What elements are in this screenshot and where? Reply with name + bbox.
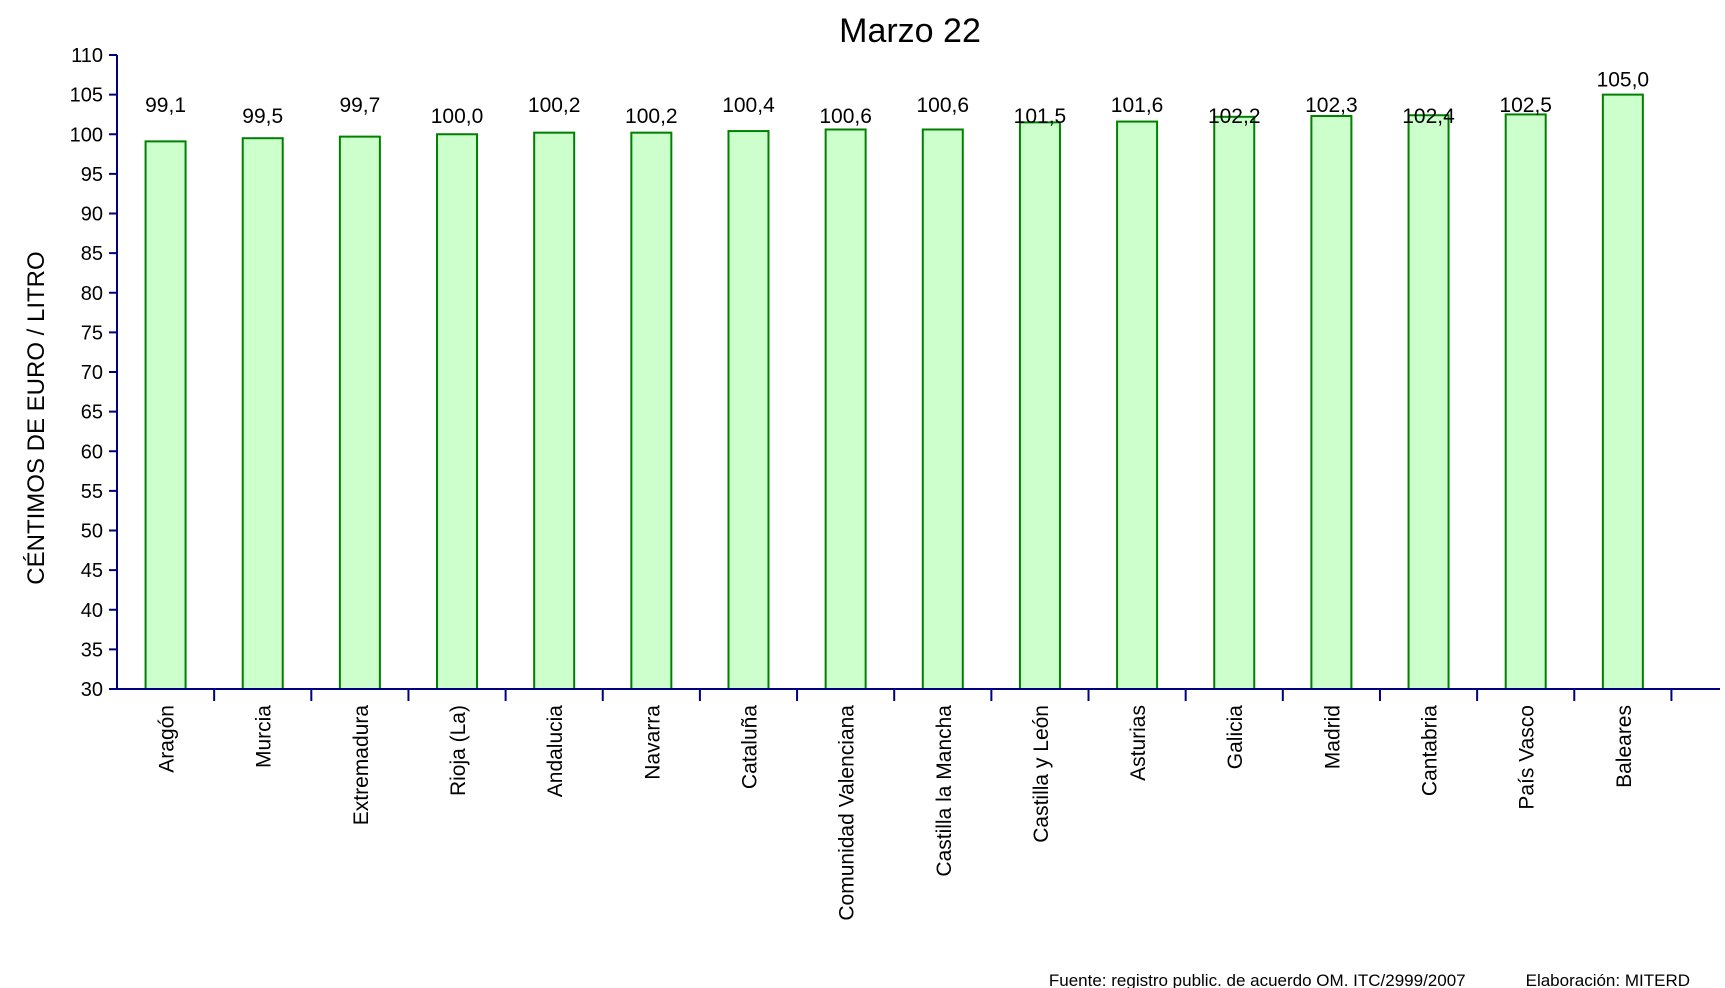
y-tick-label: 100	[70, 124, 103, 146]
data-label: 102,3	[1305, 94, 1358, 117]
bar	[144, 140, 187, 690]
y-tick-label: 30	[81, 679, 103, 701]
data-label: 105,0	[1597, 69, 1650, 92]
y-tick-label: 55	[81, 481, 103, 503]
y-tick-label: 75	[81, 322, 103, 344]
y-tick-label: 60	[81, 441, 103, 463]
bar	[1116, 120, 1159, 690]
y-tick-label: 105	[70, 85, 103, 107]
data-label: 101,6	[1111, 94, 1164, 117]
x-category-label: Navarra	[641, 705, 664, 780]
footer-source: Fuente: registro public. de acuerdo OM. …	[1049, 971, 1466, 988]
bar	[1018, 121, 1061, 691]
y-tick-label: 110	[71, 45, 103, 67]
x-category-label: Comunidad Valenciana	[836, 705, 859, 921]
data-label: 99,5	[242, 105, 283, 128]
y-tick-label: 80	[81, 283, 103, 305]
x-category-label: Andalucia	[544, 705, 567, 798]
data-label: 99,7	[339, 94, 380, 117]
data-label: 100,6	[917, 94, 970, 117]
bar	[1310, 115, 1353, 690]
bar	[630, 131, 673, 691]
bar	[1504, 113, 1547, 690]
x-category-label: Galicia	[1224, 705, 1247, 770]
bar	[824, 128, 867, 690]
y-tick-label: 40	[81, 600, 103, 622]
y-tick-label: 45	[81, 560, 103, 582]
x-category-label: Asturias	[1127, 705, 1150, 781]
x-category-label: Aragón	[156, 705, 179, 773]
data-label: 100,4	[722, 94, 775, 117]
x-category-label: Cataluña	[738, 705, 761, 789]
x-category-label: País Vasco	[1516, 705, 1539, 810]
bar	[533, 131, 576, 691]
x-category-label: Rioja (La)	[447, 705, 470, 796]
x-category-label: Cantabria	[1419, 705, 1442, 796]
bar	[727, 130, 770, 690]
footer-credit: Elaboración: MITERD	[1526, 971, 1690, 988]
data-label: 102,5	[1499, 94, 1552, 117]
data-label: 100,0	[431, 105, 484, 128]
y-tick-label: 95	[81, 164, 103, 186]
data-label: 101,5	[1014, 105, 1067, 128]
data-label: 102,2	[1208, 105, 1261, 128]
x-category-label: Madrid	[1321, 705, 1344, 769]
data-label: 102,4	[1402, 105, 1455, 128]
bar	[1407, 114, 1450, 691]
bar	[921, 128, 964, 690]
footer-source-text: Fuente: registro public. de acuerdo OM. …	[1049, 971, 1690, 988]
y-axis-label: CÉNTIMOS DE EURO / LITRO	[23, 251, 50, 584]
y-tick-label: 70	[81, 362, 103, 384]
data-label: 100,2	[528, 94, 581, 117]
bar	[1601, 93, 1644, 690]
bars	[144, 93, 1644, 691]
bar	[338, 135, 381, 690]
y-tick-label: 35	[81, 639, 103, 661]
category-labels: Aragón Murcia Extremadura Rioja (La) Andaluc…	[156, 705, 1636, 921]
data-label: 100,6	[819, 105, 872, 128]
y-tick-label: 50	[81, 521, 103, 543]
x-category-label: Castilla la Mancha	[933, 705, 956, 877]
x-category-label: Baleares	[1613, 705, 1636, 788]
y-tick-label: 85	[81, 243, 103, 265]
x-category-label: Castilla y León	[1030, 705, 1053, 843]
data-labels: 99,1 99,5 99,7 100,0 100,2 100,2 100,4 100,6 100…	[145, 69, 1649, 128]
y-tick-label: 90	[81, 204, 103, 226]
axes	[116, 55, 1720, 701]
y-tick-label: 65	[81, 402, 103, 424]
x-category-label: Murcia	[253, 705, 276, 768]
bar	[241, 137, 284, 690]
bar	[1213, 115, 1256, 690]
data-label: 100,2	[625, 105, 678, 128]
y-axis-ticks: 30 35 40 45 50 55 60 65 70 75 80 85 90 95 100 105 110	[70, 45, 117, 701]
bar	[436, 133, 479, 690]
data-label: 99,1	[145, 94, 186, 117]
chart-title: Marzo 22	[839, 12, 981, 50]
x-category-label: Extremadura	[350, 705, 373, 826]
